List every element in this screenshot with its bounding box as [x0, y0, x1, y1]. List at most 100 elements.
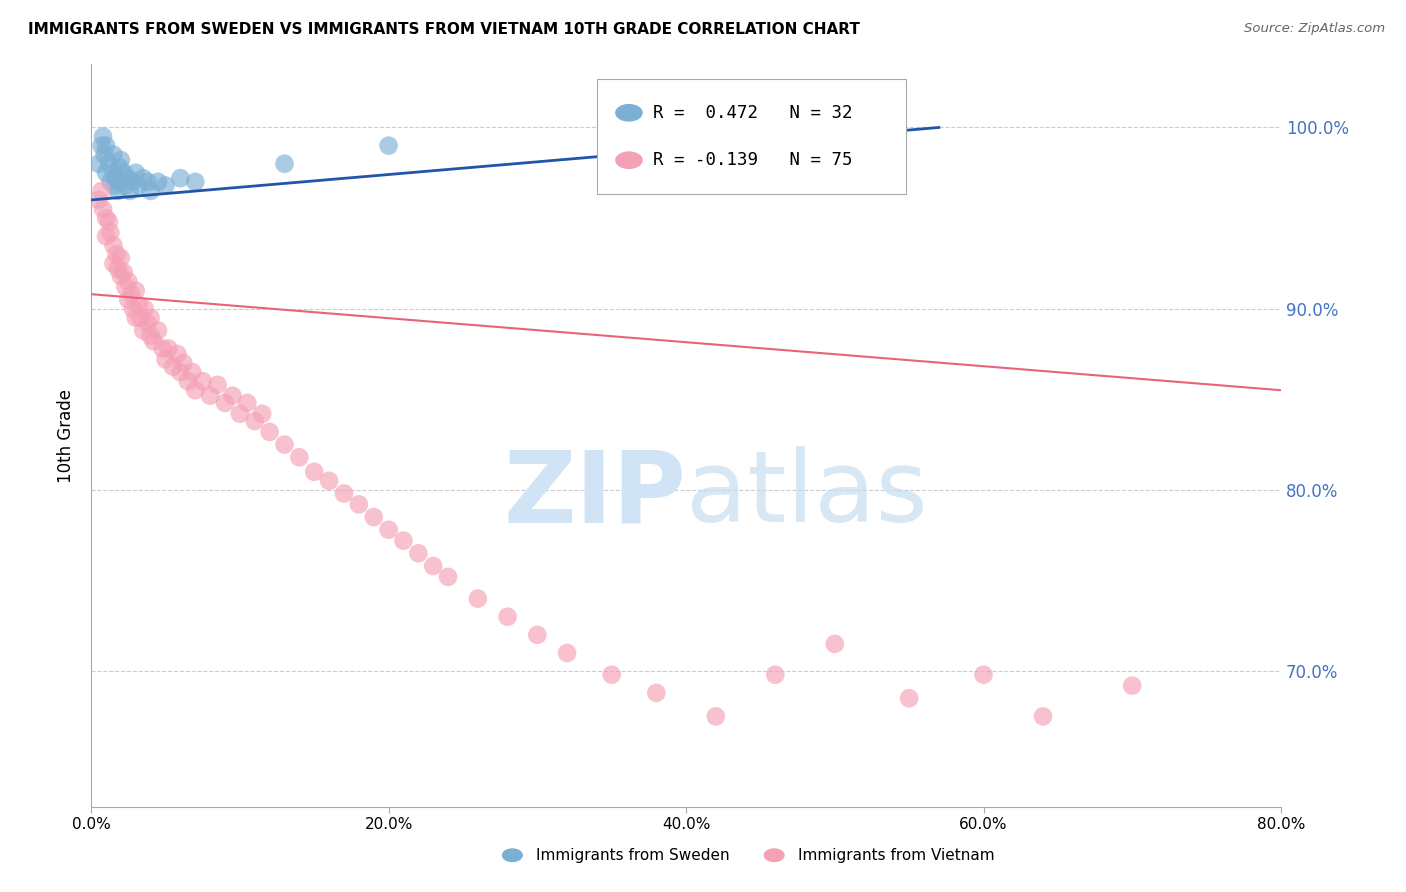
Point	[100, 175, 122, 189]
Point	[129, 310, 152, 325]
Point	[132, 323, 155, 337]
Point	[87, 193, 110, 207]
Point	[377, 523, 399, 537]
Point	[318, 474, 340, 488]
Point	[526, 628, 548, 642]
Point	[121, 301, 143, 316]
Text: Immigrants from Vietnam: Immigrants from Vietnam	[799, 847, 994, 863]
Point	[600, 667, 623, 681]
Circle shape	[616, 152, 643, 169]
Point	[273, 157, 295, 171]
Point	[136, 316, 159, 330]
Point	[120, 287, 142, 301]
Point	[110, 153, 132, 167]
Point	[169, 171, 191, 186]
Point	[250, 407, 273, 421]
Point	[105, 247, 128, 261]
Text: ZIP: ZIP	[503, 447, 686, 543]
Point	[973, 667, 995, 681]
Point	[824, 637, 846, 651]
Point	[87, 157, 110, 171]
Text: IMMIGRANTS FROM SWEDEN VS IMMIGRANTS FROM VIETNAM 10TH GRADE CORRELATION CHART: IMMIGRANTS FROM SWEDEN VS IMMIGRANTS FRO…	[28, 22, 860, 37]
Point	[98, 157, 121, 171]
Point	[125, 310, 148, 325]
Point	[763, 667, 786, 681]
Point	[422, 559, 444, 574]
Point	[229, 407, 252, 421]
Point	[181, 365, 204, 379]
Text: Source: ZipAtlas.com: Source: ZipAtlas.com	[1244, 22, 1385, 36]
Point	[302, 465, 325, 479]
Point	[273, 437, 295, 451]
Point	[91, 129, 114, 144]
Point	[91, 202, 114, 216]
Point	[146, 323, 169, 337]
Point	[408, 546, 430, 560]
Point	[94, 138, 117, 153]
Point	[103, 147, 125, 161]
Point	[221, 389, 243, 403]
Point	[104, 178, 127, 193]
Point	[139, 310, 162, 325]
Point	[377, 138, 399, 153]
Point	[259, 425, 281, 439]
Point	[198, 389, 221, 403]
Point	[898, 691, 921, 706]
Point	[236, 396, 259, 410]
Point	[166, 347, 188, 361]
Point	[155, 178, 177, 193]
Point	[103, 238, 125, 252]
Point	[94, 211, 117, 225]
Point	[132, 171, 155, 186]
Point	[136, 175, 159, 189]
Point	[1032, 709, 1054, 723]
Point	[146, 175, 169, 189]
Point	[90, 138, 112, 153]
Point	[392, 533, 415, 548]
Point	[142, 334, 165, 349]
Point	[214, 396, 236, 410]
Point	[103, 256, 125, 270]
Point	[107, 261, 129, 276]
Point	[118, 184, 141, 198]
Point	[112, 166, 135, 180]
Text: R = -0.139   N = 75: R = -0.139 N = 75	[652, 152, 852, 169]
Point	[110, 175, 132, 189]
Point	[157, 342, 180, 356]
Point	[134, 301, 156, 316]
Point	[128, 298, 150, 312]
Point	[107, 184, 129, 198]
Point	[110, 251, 132, 265]
Point	[139, 184, 162, 198]
Point	[93, 147, 115, 161]
Point	[152, 342, 174, 356]
Point	[110, 268, 132, 283]
Point	[155, 352, 177, 367]
Point	[363, 510, 385, 524]
Point	[100, 226, 122, 240]
Point	[94, 229, 117, 244]
Point	[128, 178, 150, 193]
Text: atlas: atlas	[686, 447, 928, 543]
Point	[333, 486, 356, 500]
Point	[94, 166, 117, 180]
Point	[704, 709, 727, 723]
Point	[162, 359, 184, 374]
Point	[108, 161, 131, 175]
Point	[117, 275, 139, 289]
Point	[184, 175, 207, 189]
Point	[103, 166, 125, 180]
Text: Immigrants from Sweden: Immigrants from Sweden	[536, 847, 730, 863]
Point	[114, 178, 136, 193]
Point	[90, 184, 112, 198]
Point	[125, 284, 148, 298]
FancyBboxPatch shape	[596, 78, 907, 194]
Text: R =  0.472   N = 32: R = 0.472 N = 32	[652, 103, 852, 122]
Point	[207, 377, 229, 392]
Point	[496, 609, 519, 624]
Point	[105, 171, 128, 186]
Point	[555, 646, 578, 660]
Point	[347, 497, 370, 511]
Point	[467, 591, 489, 606]
Point	[117, 171, 139, 186]
